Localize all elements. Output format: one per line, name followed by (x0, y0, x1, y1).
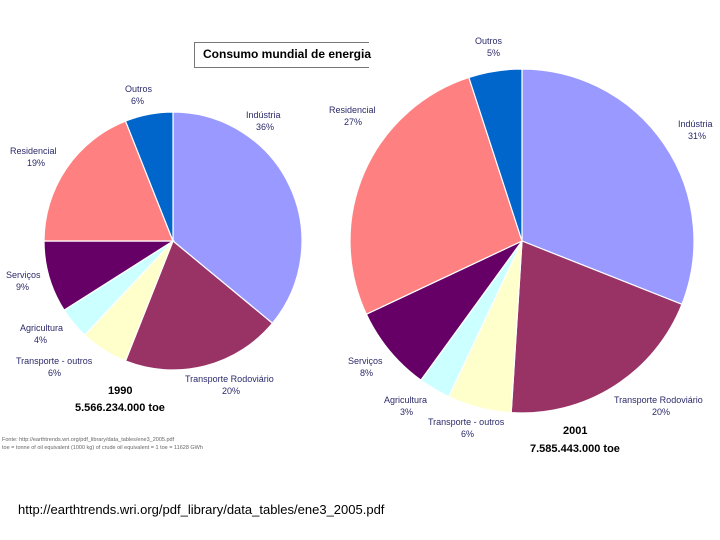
total-2001: 7.585.443.000 toe (530, 443, 620, 455)
label-1990-residencial-name: Residencial (10, 146, 57, 156)
label-2001-agricultura-pct: 3% (400, 407, 413, 417)
label-1990-industria-name: Indústria (246, 110, 281, 120)
source-note: Fonte: http://earthtrends.wri.org/pdf_li… (2, 436, 232, 452)
slice-1990-ind-stria (172, 111, 303, 325)
label-2001-rodoviario-name: Transporte Rodoviário (614, 395, 703, 405)
chart-title: Consumo mundial de energia (203, 47, 372, 61)
label-2001-industria-name: Indústria (678, 119, 713, 129)
slice-1990-transporte-rodovi-rio (124, 240, 274, 371)
chart-title-box: Consumo mundial de energia (194, 42, 372, 68)
slice-1990-residencial (43, 120, 174, 242)
labels-2001: Outros 5% Residencial 27% Indústria 31% … (329, 36, 713, 455)
footer-url[interactable]: http://earthtrends.wri.org/pdf_library/d… (18, 502, 385, 517)
year-1990: 1990 (108, 385, 132, 397)
source-note-line: toe = tonne of oil equivalent (1000 kg) … (2, 445, 203, 451)
label-2001-outros-pct: 5% (487, 48, 500, 58)
labels-1990: Indústria 36% Transporte Rodoviário 20% … (6, 84, 281, 414)
pie-1990 (43, 111, 303, 371)
label-1990-agricultura-pct: 4% (34, 335, 47, 345)
year-2001: 2001 (563, 425, 587, 437)
label-2001-transp-outros-pct: 6% (461, 429, 474, 439)
label-1990-transp-outros-pct: 6% (48, 368, 61, 378)
label-1990-transp-outros-name: Transporte - outros (16, 356, 93, 366)
label-2001-outros-name: Outros (475, 36, 503, 46)
slice-2001-ind-stria (521, 68, 695, 306)
label-2001-residencial-name: Residencial (329, 105, 376, 115)
label-1990-rodoviario-pct: 20% (222, 386, 240, 396)
total-1990: 5.566.234.000 toe (75, 402, 165, 414)
label-2001-servicos-pct: 8% (360, 368, 373, 378)
source-note-line: Fonte: http://earthtrends.wri.org/pdf_li… (2, 437, 175, 443)
label-1990-outros-pct: 6% (131, 96, 144, 106)
label-2001-residencial-pct: 27% (344, 117, 362, 127)
label-2001-transp-outros-name: Transporte - outros (428, 417, 505, 427)
pie-2001 (349, 68, 695, 414)
label-1990-servicos-name: Serviços (6, 270, 41, 280)
label-2001-rodoviario-pct: 20% (652, 407, 670, 417)
label-1990-outros-name: Outros (125, 84, 153, 94)
label-2001-servicos-name: Serviços (348, 356, 383, 366)
slice-2001-transporte-rodovi-rio (510, 240, 683, 414)
slice-1990-outros (124, 111, 174, 242)
label-1990-servicos-pct: 9% (16, 282, 29, 292)
label-1990-industria-pct: 36% (256, 122, 274, 132)
slice-2001-residencial (349, 76, 523, 316)
label-2001-agricultura-name: Agricultura (384, 395, 427, 405)
label-1990-agricultura-name: Agricultura (20, 323, 63, 333)
label-1990-rodoviario-name: Transporte Rodoviário (185, 374, 274, 384)
label-2001-industria-pct: 31% (688, 131, 706, 141)
label-1990-residencial-pct: 19% (27, 158, 45, 168)
slice-2001-outros (468, 68, 523, 242)
